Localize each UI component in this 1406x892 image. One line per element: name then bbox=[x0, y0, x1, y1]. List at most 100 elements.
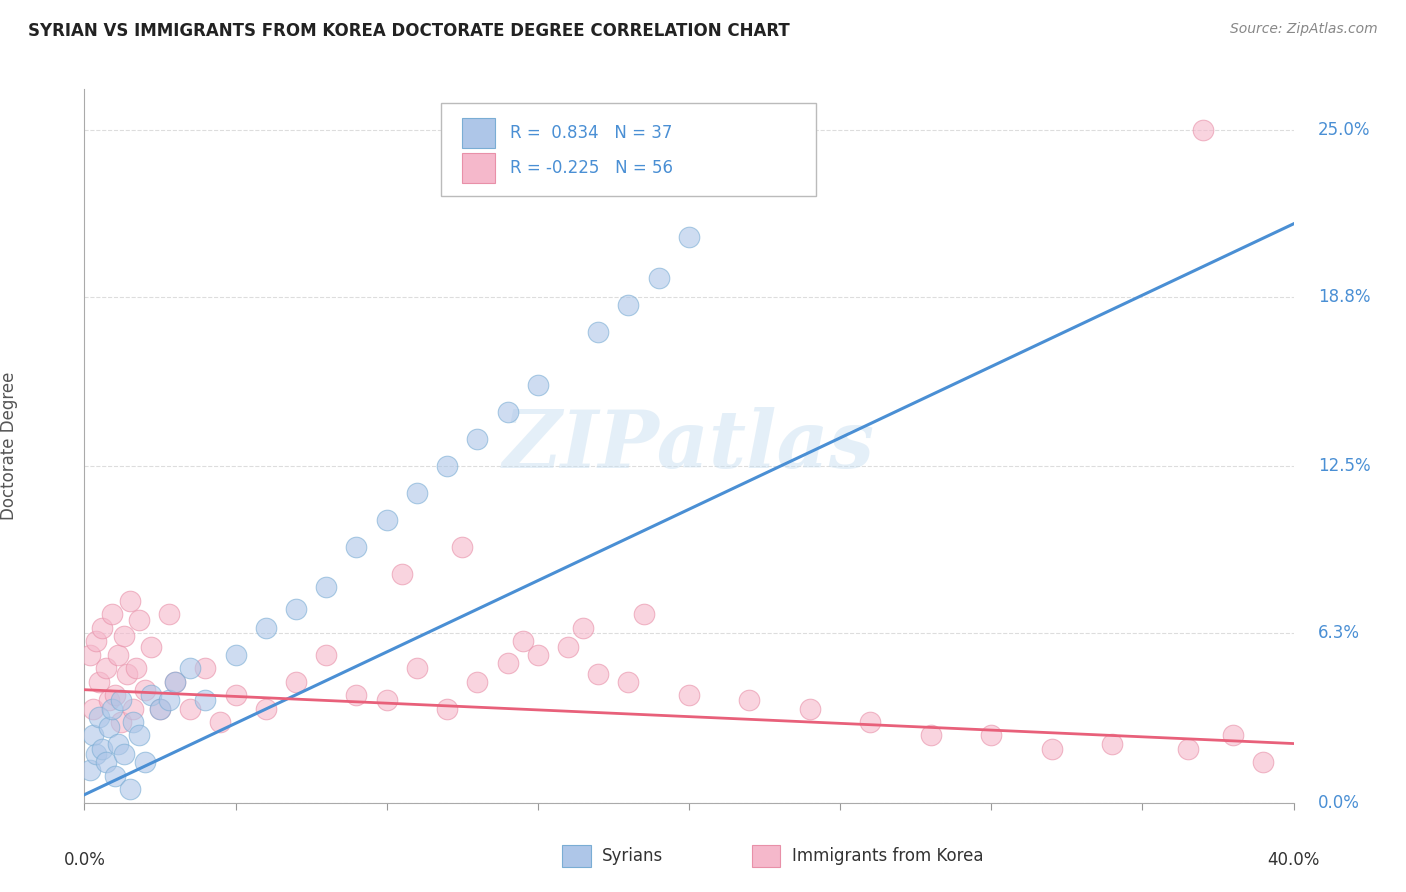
Point bbox=[496, 656, 519, 670]
Point bbox=[128, 613, 150, 627]
Point bbox=[738, 693, 761, 707]
Point bbox=[100, 701, 122, 715]
Point bbox=[82, 701, 104, 715]
Bar bbox=[461, 153, 495, 184]
Point bbox=[91, 621, 114, 635]
Point bbox=[254, 621, 277, 635]
Text: Source: ZipAtlas.com: Source: ZipAtlas.com bbox=[1230, 22, 1378, 37]
Point bbox=[149, 701, 172, 715]
Point bbox=[118, 782, 141, 797]
Point bbox=[128, 729, 150, 743]
Point bbox=[89, 674, 111, 689]
Text: 0.0%: 0.0% bbox=[63, 851, 105, 870]
Point bbox=[94, 756, 117, 770]
Point bbox=[157, 693, 180, 707]
Point bbox=[86, 747, 108, 762]
Point bbox=[165, 674, 187, 689]
Point bbox=[97, 693, 120, 707]
Point bbox=[617, 298, 640, 312]
Point bbox=[436, 459, 458, 474]
Point bbox=[391, 566, 413, 581]
Point bbox=[315, 648, 337, 662]
Point bbox=[149, 701, 172, 715]
Point bbox=[315, 580, 337, 594]
Point bbox=[121, 714, 143, 729]
Point bbox=[375, 693, 398, 707]
Point bbox=[97, 720, 120, 734]
Point bbox=[115, 666, 138, 681]
Point bbox=[165, 674, 187, 689]
Point bbox=[82, 729, 104, 743]
Text: SYRIAN VS IMMIGRANTS FROM KOREA DOCTORATE DEGREE CORRELATION CHART: SYRIAN VS IMMIGRANTS FROM KOREA DOCTORAT… bbox=[28, 22, 790, 40]
Point bbox=[179, 661, 201, 675]
Point bbox=[1251, 756, 1274, 770]
Point bbox=[588, 666, 610, 681]
Text: 6.3%: 6.3% bbox=[1317, 624, 1360, 642]
Point bbox=[633, 607, 655, 622]
Point bbox=[406, 661, 429, 675]
Point bbox=[139, 688, 162, 702]
Point bbox=[107, 737, 129, 751]
Point bbox=[112, 747, 135, 762]
Point bbox=[79, 648, 101, 662]
Point bbox=[451, 540, 474, 554]
Point bbox=[110, 714, 132, 729]
Point bbox=[467, 674, 489, 689]
Point bbox=[284, 602, 308, 616]
Point bbox=[496, 405, 519, 419]
Point bbox=[100, 607, 122, 622]
Text: R =  0.834   N = 37: R = 0.834 N = 37 bbox=[510, 124, 672, 142]
Point bbox=[1177, 742, 1199, 756]
Point bbox=[1040, 742, 1063, 756]
Point bbox=[512, 634, 534, 648]
Point bbox=[139, 640, 162, 654]
Text: 25.0%: 25.0% bbox=[1317, 120, 1371, 138]
Point bbox=[572, 621, 595, 635]
Text: 40.0%: 40.0% bbox=[1267, 851, 1320, 870]
Point bbox=[179, 701, 201, 715]
Point bbox=[254, 701, 277, 715]
Text: ZIPatlas: ZIPatlas bbox=[503, 408, 875, 484]
Point bbox=[94, 661, 117, 675]
Text: 18.8%: 18.8% bbox=[1317, 287, 1371, 306]
Bar bbox=[461, 118, 495, 148]
Point bbox=[225, 688, 247, 702]
Point bbox=[209, 714, 232, 729]
Point bbox=[467, 432, 489, 446]
Point bbox=[194, 693, 217, 707]
Text: R = -0.225   N = 56: R = -0.225 N = 56 bbox=[510, 160, 673, 178]
Point bbox=[617, 674, 640, 689]
Point bbox=[89, 709, 111, 723]
Point bbox=[110, 693, 132, 707]
Text: 12.5%: 12.5% bbox=[1317, 458, 1371, 475]
Point bbox=[859, 714, 882, 729]
Point bbox=[980, 729, 1002, 743]
Point bbox=[134, 756, 156, 770]
Point bbox=[375, 513, 398, 527]
Point bbox=[678, 230, 700, 244]
Point bbox=[799, 701, 821, 715]
Point bbox=[647, 270, 671, 285]
Point bbox=[678, 688, 700, 702]
Text: Immigrants from Korea: Immigrants from Korea bbox=[792, 847, 983, 865]
Point bbox=[436, 701, 458, 715]
Point bbox=[527, 648, 550, 662]
Point bbox=[1222, 729, 1244, 743]
Point bbox=[346, 540, 368, 554]
Point bbox=[79, 764, 101, 778]
Point bbox=[284, 674, 308, 689]
Point bbox=[194, 661, 217, 675]
Point bbox=[225, 648, 247, 662]
Point bbox=[107, 648, 129, 662]
Point bbox=[406, 486, 429, 500]
Point bbox=[134, 682, 156, 697]
Point bbox=[1101, 737, 1123, 751]
Point bbox=[118, 594, 141, 608]
Point bbox=[557, 640, 579, 654]
Text: Doctorate Degree: Doctorate Degree bbox=[0, 372, 18, 520]
Point bbox=[121, 701, 143, 715]
Point bbox=[125, 661, 148, 675]
Point bbox=[1192, 122, 1215, 136]
Text: Syrians: Syrians bbox=[602, 847, 664, 865]
Text: 0.0%: 0.0% bbox=[1317, 794, 1360, 812]
